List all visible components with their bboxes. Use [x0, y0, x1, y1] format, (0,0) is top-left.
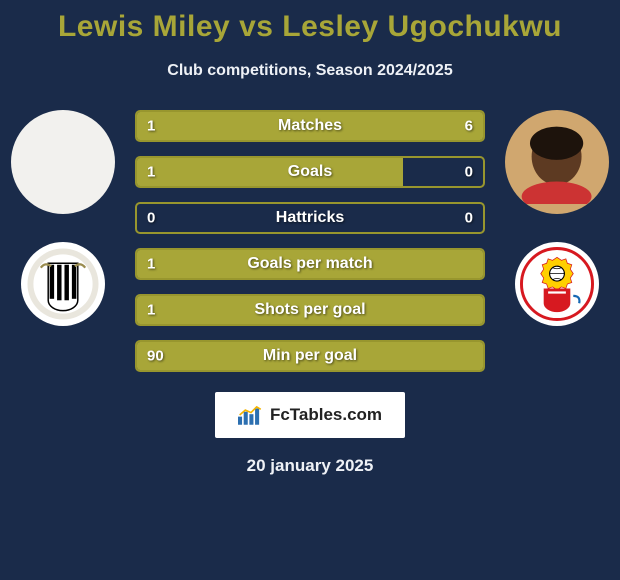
bar-value-right: 6 — [465, 118, 473, 135]
bar-value-right: 0 — [465, 164, 473, 181]
stat-bar-row: 1 6 Matches — [135, 110, 485, 142]
player-right-photo — [505, 110, 609, 214]
attribution-text: FcTables.com — [270, 405, 382, 425]
placeholder-avatar-icon — [21, 120, 104, 203]
stat-bar-row: 90 Min per goal — [135, 340, 485, 372]
bar-value-left: 1 — [147, 164, 155, 181]
bar-label: Min per goal — [263, 347, 357, 365]
stat-bar-row: 0 0 Hattricks — [135, 202, 485, 234]
bar-label: Hattricks — [276, 209, 344, 227]
player-left-photo — [11, 110, 115, 214]
player-left-name: Lewis Miley — [58, 10, 230, 43]
date-text: 20 january 2025 — [0, 456, 620, 476]
attribution-badge: FcTables.com — [215, 392, 405, 438]
stat-bar-row: 1 Goals per match — [135, 248, 485, 280]
bar-label: Goals — [288, 163, 332, 181]
stat-bars: 1 6 Matches 1 0 Goals 0 0 Hattricks 1 Goals per ma… — [135, 110, 485, 372]
page-title: Lewis Miley vs Lesley Ugochukwu — [0, 0, 620, 44]
stat-bar-row: 1 0 Goals — [135, 156, 485, 188]
comparison-main: 1 6 Matches 1 0 Goals 0 0 Hattricks 1 Goals per ma… — [0, 110, 620, 372]
bar-fill-left — [137, 112, 185, 140]
bar-value-left: 90 — [147, 348, 164, 365]
bar-value-left: 1 — [147, 256, 155, 273]
right-column — [502, 110, 612, 326]
player-right-name: Lesley Ugochukwu — [282, 10, 562, 43]
club-left-logo — [21, 242, 105, 326]
fctables-logo-icon — [238, 405, 264, 425]
bar-label: Goals per match — [247, 255, 372, 273]
newcastle-crest-icon — [26, 247, 100, 321]
bar-value-left: 1 — [147, 302, 155, 319]
bar-value-left: 0 — [147, 210, 155, 227]
bar-value-left: 1 — [147, 118, 155, 135]
southampton-crest-icon — [520, 247, 594, 321]
club-right-logo — [515, 242, 599, 326]
left-column — [8, 110, 118, 326]
vs-word: vs — [239, 10, 273, 43]
bar-label: Matches — [278, 117, 342, 135]
bar-label: Shots per goal — [254, 301, 365, 319]
bar-fill-left — [137, 158, 403, 186]
subtitle: Club competitions, Season 2024/2025 — [0, 62, 620, 80]
bar-value-right: 0 — [465, 210, 473, 227]
stat-bar-row: 1 Shots per goal — [135, 294, 485, 326]
player-head-icon — [515, 120, 598, 203]
